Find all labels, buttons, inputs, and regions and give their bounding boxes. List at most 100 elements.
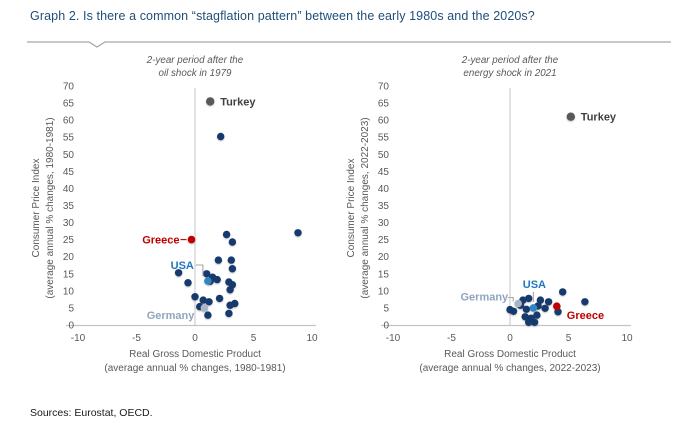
y-tick-label: 45 xyxy=(63,167,75,178)
annotation-line: 2-year period after the xyxy=(146,55,244,66)
data-point xyxy=(294,229,302,237)
country-label-germany: Germany xyxy=(147,310,196,322)
data-point xyxy=(174,269,183,277)
y-tick-label: 55 xyxy=(63,133,75,144)
x-tick-label: 10 xyxy=(306,333,318,344)
x-axis-title-line: (average annual % changes, 1980-1981) xyxy=(104,362,286,374)
data-point xyxy=(203,270,211,278)
data-point xyxy=(199,296,207,304)
data-point xyxy=(525,294,533,303)
data-point-greece xyxy=(553,302,561,310)
data-point xyxy=(205,298,213,306)
x-tick-label: 5 xyxy=(251,333,257,344)
data-point xyxy=(530,318,539,326)
data-point xyxy=(191,293,199,301)
data-point xyxy=(581,298,589,306)
x-tick-label: 0 xyxy=(192,333,198,344)
data-point xyxy=(541,304,549,312)
x-axis-title-line: Real Gross Domestic Product xyxy=(444,349,576,360)
x-tick-label: 10 xyxy=(621,333,633,344)
y-tick-label: 45 xyxy=(378,167,390,178)
y-tick-label: 40 xyxy=(378,184,390,195)
y-tick-label: 40 xyxy=(63,184,75,195)
data-point xyxy=(222,230,231,239)
y-tick-label: 60 xyxy=(378,116,390,127)
country-label-greece: Greece xyxy=(142,235,179,247)
y-tick-label: 65 xyxy=(63,99,75,110)
y-tick-label: 5 xyxy=(383,303,389,314)
y-tick-label: 55 xyxy=(378,133,390,144)
data-point xyxy=(536,296,545,304)
x-tick-label: -10 xyxy=(71,333,86,344)
y-tick-label: 50 xyxy=(378,150,390,161)
title-divider xyxy=(27,41,671,48)
y-tick-label: 65 xyxy=(378,99,390,110)
y-tick-label: 30 xyxy=(378,218,390,229)
x-tick-label: -5 xyxy=(447,333,456,344)
scatter-plot-1980s: 0 5 10 15 20 25 30 35 40 45 50 55 60 65 70 -10 -5 0 5 10 Tur… xyxy=(63,82,318,345)
data-point xyxy=(215,294,224,303)
data-point-turkey xyxy=(566,112,575,121)
data-point-turkey xyxy=(206,97,215,106)
x-tick-label: 0 xyxy=(507,333,513,344)
x-axis-title-line: (average annual % changes, 2022-2023) xyxy=(419,362,601,374)
x-tick-label: -5 xyxy=(132,333,141,344)
label-connector-usa xyxy=(195,264,204,276)
y-tick-label: 60 xyxy=(63,116,75,127)
y-tick-label: 15 xyxy=(63,269,75,280)
annotation-line: 2-year period after the xyxy=(461,55,559,66)
y-tick-label: 70 xyxy=(378,82,390,93)
data-point-usa xyxy=(204,277,212,285)
data-point xyxy=(225,309,233,318)
figure-title: Graph 2. Is there a common “stagflation … xyxy=(30,9,535,23)
y-tick-label: 25 xyxy=(378,235,390,246)
data-point xyxy=(228,265,237,273)
x-tick-label: -10 xyxy=(386,333,401,344)
chart-1980s-panel: 2-year period after the oil shock in 197… xyxy=(30,52,350,397)
sources-note: Sources: Eurostat, OECD. xyxy=(30,407,153,419)
x-axis-title-2020s: Real Gross Domestic Product (average ann… xyxy=(390,348,630,375)
y-tick-label: 20 xyxy=(63,252,75,263)
label-connector-germany xyxy=(508,296,514,302)
y-tick-label: 0 xyxy=(68,321,74,332)
data-point xyxy=(214,256,223,264)
data-point xyxy=(522,305,531,313)
data-point xyxy=(559,288,567,296)
annotation-line: energy shock in 2021 xyxy=(463,67,557,79)
data-point xyxy=(217,132,225,141)
country-label-germany: Germany xyxy=(460,292,509,304)
data-point xyxy=(521,313,529,321)
y-tick-label: 15 xyxy=(378,269,390,280)
y-tick-label: 10 xyxy=(63,286,75,297)
y-tick-label: 5 xyxy=(68,303,74,314)
y-tick-label: 35 xyxy=(63,201,75,212)
y-tick-label: 20 xyxy=(378,252,390,263)
y-tick-label: 50 xyxy=(63,150,75,161)
country-label-greece: Greece xyxy=(567,310,604,322)
x-tick-label: 5 xyxy=(566,333,572,344)
y-tick-label: 30 xyxy=(63,218,75,229)
data-point xyxy=(204,311,212,319)
divider-notch-line xyxy=(27,41,671,48)
x-axis-title-line: Real Gross Domestic Product xyxy=(129,349,261,360)
y-tick-label: 35 xyxy=(378,201,390,212)
data-point xyxy=(226,286,234,294)
chart-annotation-1980s: 2-year period after the oil shock in 197… xyxy=(85,55,305,80)
y-tick-label: 0 xyxy=(383,321,389,332)
data-point xyxy=(213,275,221,284)
y-tick-label: 10 xyxy=(378,286,390,297)
data-point-germany xyxy=(200,304,209,312)
data-point xyxy=(544,298,553,306)
data-point-usa xyxy=(529,304,538,312)
data-point xyxy=(226,301,234,309)
annotation-line: oil shock in 1979 xyxy=(158,67,232,79)
data-point xyxy=(533,311,541,319)
country-label-usa: USA xyxy=(523,279,546,291)
data-point xyxy=(184,279,192,287)
chart-2020s-panel: 2-year period after the energy shock in … xyxy=(345,52,665,397)
country-label-turkey: Turkey xyxy=(220,96,256,108)
country-label-turkey: Turkey xyxy=(581,112,617,124)
y-tick-label: 70 xyxy=(63,82,75,93)
scatter-plot-2020s: 0 5 10 15 20 25 30 35 40 45 50 55 60 65 70 -10 -5 0 5 10 Tur… xyxy=(378,82,633,345)
data-point-greece xyxy=(187,235,196,244)
